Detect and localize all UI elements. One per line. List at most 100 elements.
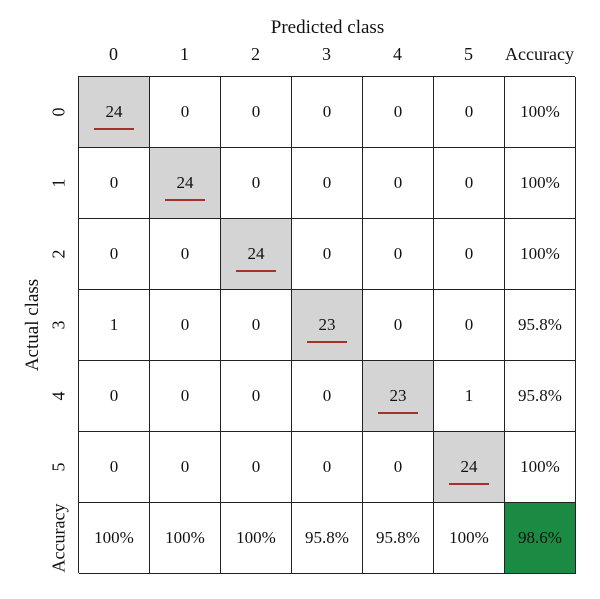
matrix-cell-r1-c2: 0 [221,148,292,219]
matrix-cell-r4-c3: 0 [292,361,363,432]
x-axis-title: Predicted class [270,17,385,38]
matrix-cell-r4-c5: 1 [434,361,505,432]
matrix-cell-r0-c3: 0 [292,77,363,148]
matrix-cell-r2-c4: 0 [363,219,434,290]
matrix-cell-r5-c1: 0 [150,432,221,503]
matrix-cell-r0-c5: 0 [434,77,505,148]
cell-value: 0 [393,173,403,192]
column-header-5: 5 [464,44,473,64]
row-header-accuracy: Accuracy [48,503,69,572]
cell-value: 100% [236,528,276,547]
cell-value: 100% [165,528,205,547]
matrix-cell-r4-c0: 0 [79,361,150,432]
row-header-1: 1 [48,178,69,187]
row-accuracy-cell-r2: 100% [505,219,576,290]
column-header-1: 1 [180,44,189,64]
cell-value: 0 [109,244,119,263]
matrix-cell-r1-c4: 0 [363,148,434,219]
row-accuracy-cell-r1: 100% [505,148,576,219]
cell-value: 0 [322,173,332,192]
diagonal-cell-r1-c1: 24 [150,148,221,219]
cell-value: 0 [109,173,119,192]
row-header-4: 4 [48,391,69,400]
matrix-cell-r2-c0: 0 [79,219,150,290]
cell-value: 0 [322,457,332,476]
cell-value: 23 [378,386,418,414]
column-accuracy-cell-c5: 100% [434,503,505,574]
matrix-cell-r3-c1: 0 [150,290,221,361]
cell-value: 95.8% [518,386,562,405]
cell-value: 100% [449,528,489,547]
row-header-3: 3 [48,320,69,329]
cell-value: 0 [393,315,403,334]
matrix-cell-r0-c4: 0 [363,77,434,148]
cell-value: 0 [180,457,190,476]
matrix-cell-r5-c0: 0 [79,432,150,503]
matrix-cell-r4-c1: 0 [150,361,221,432]
matrix-cell-r1-c3: 0 [292,148,363,219]
diagonal-cell-r3-c3: 23 [292,290,363,361]
cell-value: 0 [464,173,474,192]
row-accuracy-cell-r4: 95.8% [505,361,576,432]
matrix-cell-r3-c2: 0 [221,290,292,361]
y-axis-title: Actual class [22,278,43,372]
column-accuracy-cell-c1: 100% [150,503,221,574]
cell-value: 24 [449,457,489,485]
cell-value: 100% [94,528,134,547]
cell-value: 0 [322,102,332,121]
column-header-2: 2 [251,44,260,64]
column-accuracy-cell-c2: 100% [221,503,292,574]
column-header-0: 0 [109,44,118,64]
cell-value: 0 [180,244,190,263]
matrix-cell-r5-c4: 0 [363,432,434,503]
cell-value: 0 [393,244,403,263]
diagonal-cell-r4-c4: 23 [363,361,434,432]
matrix-cell-r3-c5: 0 [434,290,505,361]
cell-value: 100% [520,173,560,192]
column-header-3: 3 [322,44,331,64]
matrix-cell-r3-c0: 1 [79,290,150,361]
cell-value: 24 [94,102,134,130]
diagonal-cell-r2-c2: 24 [221,219,292,290]
column-header-4: 4 [393,44,402,64]
cell-value: 95.8% [376,528,420,547]
cell-value: 0 [393,102,403,121]
diagonal-cell-r0-c0: 24 [79,77,150,148]
cell-value: 0 [251,457,261,476]
row-accuracy-cell-r3: 95.8% [505,290,576,361]
cell-value: 0 [251,315,261,334]
cell-value: 98.6% [518,528,562,547]
cell-value: 0 [322,386,332,405]
cell-value: 0 [109,386,119,405]
overall-accuracy-cell: 98.6% [505,503,576,574]
cell-value: 0 [251,386,261,405]
cell-value: 100% [520,457,560,476]
cell-value: 0 [180,315,190,334]
cell-value: 0 [464,315,474,334]
diagonal-cell-r5-c5: 24 [434,432,505,503]
cell-value: 0 [251,102,261,121]
matrix-cell-r4-c2: 0 [221,361,292,432]
row-header-0: 0 [48,107,69,116]
matrix-cell-r0-c2: 0 [221,77,292,148]
matrix-cell-r1-c5: 0 [434,148,505,219]
matrix-cell-r2-c3: 0 [292,219,363,290]
cell-value: 0 [464,102,474,121]
column-header-accuracy: Accuracy [505,44,574,64]
cell-value: 100% [520,244,560,263]
cell-value: 0 [251,173,261,192]
matrix-cell-r2-c1: 0 [150,219,221,290]
row-accuracy-cell-r5: 100% [505,432,576,503]
row-header-5: 5 [48,462,69,471]
cell-value: 1 [109,315,119,334]
cell-value: 0 [464,244,474,263]
cell-value: 95.8% [305,528,349,547]
matrix-cell-r0-c1: 0 [150,77,221,148]
matrix-cell-r5-c3: 0 [292,432,363,503]
cell-value: 1 [464,386,474,405]
cell-value: 95.8% [518,315,562,334]
cell-value: 0 [109,457,119,476]
matrix-cell-r2-c5: 0 [434,219,505,290]
matrix-cell-r1-c0: 0 [79,148,150,219]
matrix-cell-r3-c4: 0 [363,290,434,361]
